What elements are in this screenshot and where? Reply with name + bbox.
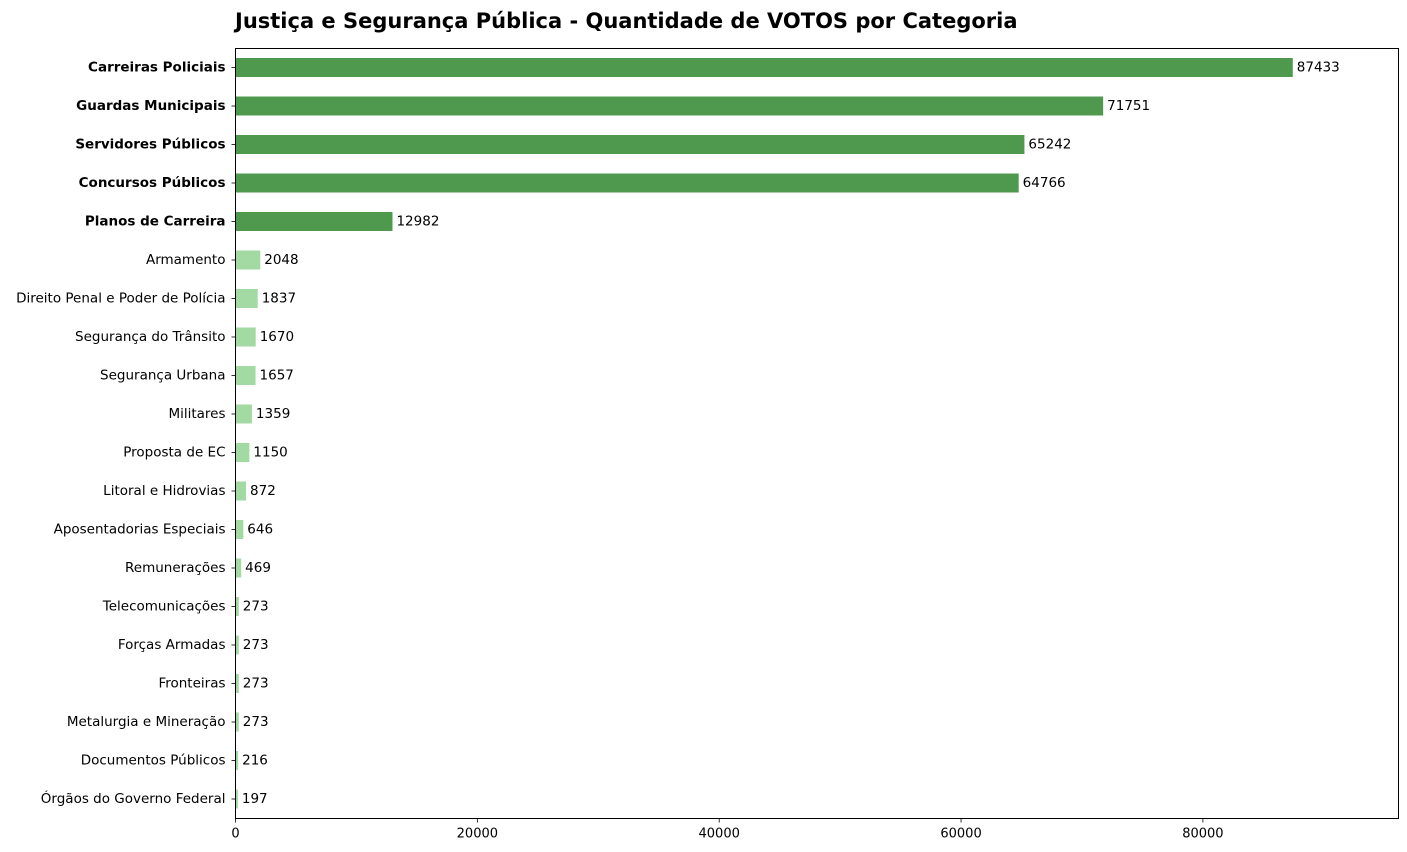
category-label-proposta-de-ec: Proposta de EC <box>123 445 225 461</box>
bar-servidores-publicos <box>235 135 1025 154</box>
category-label-seguranca-do-transito: Segurança do Trânsito <box>75 329 225 345</box>
category-label-guardas-municipais: Guardas Municipais <box>76 98 225 114</box>
plot-frame <box>235 48 1399 819</box>
value-labels: 87433 71751 65242 64766 12982 2048 1837 1670 165… <box>242 60 1340 808</box>
bar-militares <box>235 404 252 424</box>
bar-orgaos-do-governo-federal <box>235 789 238 809</box>
category-label-aposentadorias-especiais: Aposentadorias Especiais <box>54 522 226 538</box>
category-label-planos-de-carreira: Planos de Carreira <box>85 214 226 230</box>
bar-forcas-armadas <box>235 635 239 655</box>
category-label-telecomunicacoes: Telecomunicações <box>102 599 226 615</box>
value-label-concursos-publicos: 64766 <box>1023 175 1066 191</box>
value-label-carreiras-policiais: 87433 <box>1297 60 1340 76</box>
value-label-litoral-e-hidrovias: 872 <box>250 483 276 499</box>
y-axis-labels: Carreiras Policiais Guardas Municipais Ser… <box>16 60 236 807</box>
bar-metalurgia-e-mineracao <box>235 712 239 732</box>
category-label-fronteiras: Fronteiras <box>158 676 225 692</box>
bar-litoral-e-hidrovias <box>235 481 247 501</box>
bar-remuneracoes <box>235 558 242 578</box>
bar-guardas-municipais <box>235 96 1104 116</box>
bar-aposentadorias-especiais <box>235 520 244 539</box>
category-label-forcas-armadas: Forças Armadas <box>118 637 226 653</box>
x-tick-label: 60000 <box>940 827 981 842</box>
bar-carreiras-policiais <box>235 58 1293 77</box>
chart-title: Justiça e Segurança Pública - Quantidade… <box>233 9 1018 33</box>
category-label-seguranca-urbana: Segurança Urbana <box>100 368 225 384</box>
category-label-concursos-publicos: Concursos Públicos <box>79 175 226 191</box>
category-label-orgaos-do-governo-federal: Órgãos do Governo Federal <box>41 789 226 807</box>
x-axis: 0 20000 40000 60000 80000 <box>231 818 1224 842</box>
bar-armamento <box>235 250 261 270</box>
category-label-litoral-e-hidrovias: Litoral e Hidrovias <box>103 483 225 499</box>
bar-proposta-de-ec <box>235 443 250 462</box>
x-tick-label: 20000 <box>457 827 498 842</box>
value-label-telecomunicacoes: 273 <box>243 599 269 615</box>
bar-telecomunicacoes <box>235 597 239 616</box>
value-label-servidores-publicos: 65242 <box>1028 137 1071 153</box>
category-label-remuneracoes: Remunerações <box>125 560 226 576</box>
x-tick-label: 40000 <box>699 827 740 842</box>
category-label-direito-penal-e-poder-de-policia: Direito Penal e Poder de Polícia <box>16 291 225 307</box>
value-label-forcas-armadas: 273 <box>243 637 269 653</box>
value-label-remuneracoes: 469 <box>245 560 271 576</box>
category-label-documentos-publicos: Documentos Públicos <box>81 753 226 769</box>
bar-direito-penal-e-poder-de-policia <box>235 289 258 308</box>
value-label-guardas-municipais: 71751 <box>1107 98 1150 114</box>
bar-planos-de-carreira <box>235 212 393 231</box>
x-tick-label: 80000 <box>1182 827 1223 842</box>
value-label-orgaos-do-governo-federal: 197 <box>242 791 268 807</box>
category-label-carreiras-policiais: Carreiras Policiais <box>88 60 225 76</box>
category-label-militares: Militares <box>168 406 225 422</box>
x-tick-label: 0 <box>231 827 239 842</box>
category-label-metalurgia-e-mineracao: Metalurgia e Mineração <box>67 714 226 730</box>
value-label-metalurgia-e-mineracao: 273 <box>243 714 269 730</box>
bar-seguranca-urbana <box>235 366 256 385</box>
bar-seguranca-do-transito <box>235 327 256 347</box>
value-label-proposta-de-ec: 1150 <box>253 445 287 461</box>
category-label-servidores-publicos: Servidores Públicos <box>75 137 225 153</box>
value-label-fronteiras: 273 <box>243 676 269 692</box>
bar-documentos-publicos <box>235 751 239 770</box>
bar-fronteiras <box>235 674 239 693</box>
value-label-seguranca-do-transito: 1670 <box>260 329 294 345</box>
bar-concursos-publicos <box>235 173 1019 193</box>
value-label-aposentadorias-especiais: 646 <box>247 522 273 538</box>
value-label-armamento: 2048 <box>264 252 298 268</box>
value-label-seguranca-urbana: 1657 <box>260 368 294 384</box>
value-label-planos-de-carreira: 12982 <box>396 214 439 230</box>
category-label-armamento: Armamento <box>146 252 226 268</box>
value-label-militares: 1359 <box>256 406 290 422</box>
value-label-documentos-publicos: 216 <box>242 753 268 769</box>
bars-group <box>235 58 1293 809</box>
value-label-direito-penal-e-poder-de-policia: 1837 <box>262 291 296 307</box>
